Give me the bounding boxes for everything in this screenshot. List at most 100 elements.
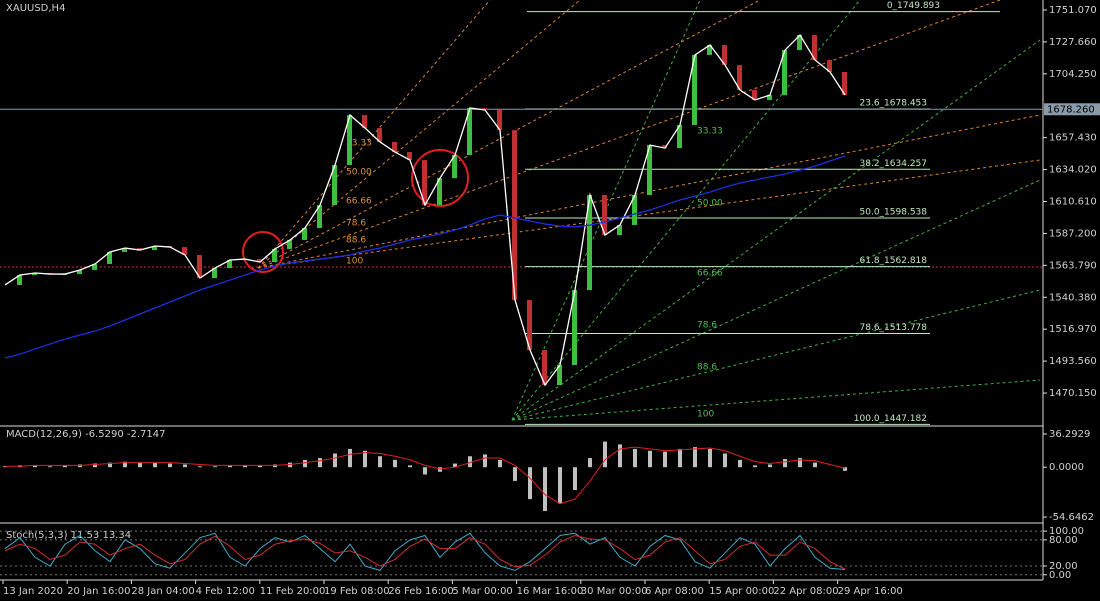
- candle: [452, 155, 457, 179]
- candle: [182, 247, 187, 255]
- y-tick-label: 1470.150: [1049, 388, 1097, 399]
- histogram-bar: [738, 459, 742, 468]
- histogram-bar: [93, 463, 97, 468]
- candle: [617, 224, 622, 236]
- candle: [752, 89, 757, 100]
- histogram-bar: [318, 458, 322, 468]
- x-tick-label: 29 Apr 16:00: [838, 586, 903, 597]
- histogram-bar: [348, 448, 352, 468]
- histogram-bar: [153, 462, 157, 468]
- candle: [587, 194, 592, 291]
- candle: [827, 59, 832, 72]
- y-tick-label: 1634.020: [1049, 165, 1097, 176]
- histogram-bar: [303, 459, 307, 468]
- pane-title: MACD(12,26,9) -6.5290 -2.7147: [6, 429, 166, 440]
- histogram-bar: [843, 467, 847, 471]
- fan-label: 33.33: [697, 127, 723, 137]
- pane-title: XAUUSD,H4: [6, 3, 65, 14]
- fib-label: 100.0_1447.182: [854, 414, 927, 424]
- candle: [662, 145, 667, 149]
- candle: [737, 65, 742, 90]
- candle: [797, 35, 802, 51]
- histogram-bar: [513, 467, 517, 481]
- fan-label: 78.6: [697, 321, 717, 331]
- histogram-bar: [123, 461, 127, 468]
- histogram-bar: [228, 465, 232, 468]
- x-tick-label: 19 Feb 08:00: [324, 586, 390, 597]
- histogram-bar: [603, 441, 607, 468]
- candle: [782, 50, 787, 96]
- candle: [842, 71, 847, 96]
- fib-label: 38.2_1634.257: [860, 159, 927, 169]
- x-tick-label: 11 Feb 20:00: [260, 586, 326, 597]
- x-tick-label: 16 Mar 16:00: [517, 586, 584, 597]
- fan-label: 100: [346, 257, 363, 267]
- x-tick-label: 30 Mar 00:00: [581, 586, 648, 597]
- fan-ray: [257, 0, 491, 269]
- histogram-bar: [483, 454, 487, 468]
- histogram-bar: [693, 447, 697, 468]
- histogram-bar: [678, 448, 682, 468]
- candle: [482, 107, 487, 111]
- histogram-bar: [813, 462, 817, 468]
- candle: [692, 54, 697, 126]
- histogram-bar: [783, 458, 787, 468]
- histogram-bar: [198, 466, 202, 468]
- candle: [602, 194, 607, 236]
- x-tick-label: 4 Feb 12:00: [196, 586, 255, 597]
- histogram-bar: [183, 464, 187, 468]
- candle: [332, 164, 337, 206]
- candle: [362, 115, 367, 129]
- candle: [32, 272, 37, 276]
- histogram-bar: [423, 467, 427, 475]
- x-tick-label: 20 Jan 16:00: [67, 586, 130, 597]
- histogram-bar: [528, 467, 532, 500]
- fan-ray: [511, 0, 861, 421]
- histogram-bar: [498, 459, 502, 468]
- histogram-bar: [108, 462, 112, 468]
- histogram-bar: [588, 458, 592, 468]
- series-line: [4, 33, 846, 387]
- candle: [122, 248, 127, 252]
- candle: [407, 152, 412, 161]
- fan-label: 88.6: [346, 236, 366, 246]
- histogram-bar: [363, 450, 367, 468]
- x-tick-label: 22 Apr 08:00: [773, 586, 838, 597]
- y-tick-label: 0.00: [1049, 570, 1071, 581]
- fan-label: 66.66: [697, 269, 723, 279]
- candle: [467, 107, 472, 156]
- histogram-bar: [573, 467, 577, 491]
- histogram-bar: [138, 462, 142, 468]
- y-tick-label: 1516.970: [1049, 324, 1097, 335]
- fan-ray: [511, 179, 1041, 421]
- fib-label: 78.6_1513.778: [860, 323, 928, 333]
- signal-line: [5, 446, 846, 505]
- y-tick-label: 1610.610: [1049, 197, 1097, 208]
- histogram-bar: [63, 465, 67, 468]
- fib-label: 50.0_1598.538: [860, 207, 928, 217]
- histogram-bar: [48, 466, 52, 468]
- fan-label: 50.00: [346, 168, 372, 178]
- y-tick-label: 1493.560: [1049, 356, 1097, 367]
- histogram-bar: [168, 463, 172, 468]
- y-tick-label: 0.0000: [1049, 462, 1084, 473]
- histogram-bar: [33, 465, 37, 468]
- histogram-bar: [633, 448, 637, 468]
- y-tick-label: 20.00: [1049, 561, 1078, 572]
- series-line: [4, 534, 846, 570]
- y-tick-label: 1751.070: [1049, 5, 1097, 16]
- candle: [287, 239, 292, 249]
- fan-ray: [511, 379, 1041, 421]
- series-line: [4, 532, 846, 571]
- candle: [347, 115, 352, 165]
- candle: [17, 275, 22, 285]
- candle: [572, 290, 577, 366]
- pane-title: Stoch(5,3,3) 11.53 13.34: [6, 530, 131, 541]
- histogram-bar: [558, 467, 562, 504]
- fan-label: 50.00: [697, 199, 723, 209]
- candle: [107, 251, 112, 264]
- fan-label: 88.6: [697, 363, 717, 373]
- x-tick-label: 6 Apr 08:00: [645, 586, 704, 597]
